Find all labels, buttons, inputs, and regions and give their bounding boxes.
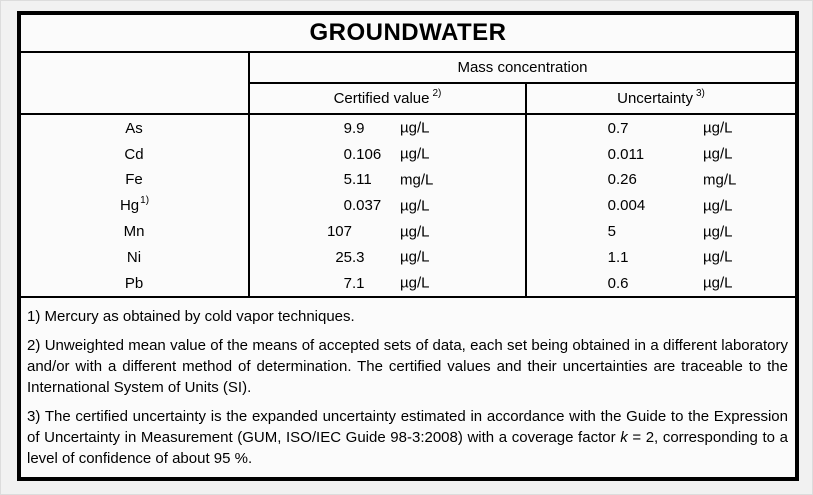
uncertainty-value: 0.26 (607, 171, 637, 189)
uncertainty-unit: mg/L (703, 171, 737, 189)
certified-unit: µg/L (400, 197, 430, 215)
table-title: GROUNDWATER (21, 15, 795, 54)
uncertainty-unit: µg/L (703, 197, 733, 215)
footnote-2-text: Unweighted mean value of the means of ac… (27, 337, 788, 396)
uncertainty-value-cell: 0.7 µg/L (527, 115, 795, 141)
certified-value: 107 (326, 223, 352, 240)
table-header: Mass concentration Certified value 2) Unc… (21, 53, 795, 116)
element-cell: Ni (21, 244, 250, 271)
uncertainty-unit: µg/L (703, 248, 733, 266)
header-mass-concentration: Mass concentration (250, 53, 795, 85)
uncertainty-unit: µg/L (703, 145, 733, 163)
element-cell: Mn (21, 218, 250, 245)
element-symbol: Cd (124, 145, 144, 163)
certified-value-cell: 0.106 µg/L (250, 141, 527, 168)
certified-value: 0.106 (343, 145, 382, 163)
certified-value: 7.1 (343, 274, 365, 292)
element-symbol: Hg (119, 197, 140, 215)
footnote-1-text: Mercury as obtained by cold vapor techni… (44, 308, 355, 325)
element-symbol: Pb (124, 274, 144, 292)
footnote-3-text-before: The certified uncertainty is the expande… (27, 408, 788, 446)
uncertainty-value: 0.004 (607, 197, 646, 215)
uncertainty-value: 0.7 (607, 119, 629, 137)
certified-value-cell: 5.11 mg/L (250, 167, 527, 193)
certified-unit: µg/L (400, 248, 430, 266)
footnote-2-marker: 2) (27, 337, 41, 354)
uncertainty-value-cell: 5 µg/L (527, 219, 795, 245)
footnote-2: 2) Unweighted mean value of the means of… (27, 335, 788, 398)
element-symbol: Fe (125, 171, 143, 189)
uncertainty-value-cell: 0.011 µg/L (527, 141, 795, 167)
footnote-3: 3) The certified uncertainty is the expa… (27, 406, 788, 469)
uncertainty-value: 0.6 (607, 274, 629, 292)
uncertainty-unit: µg/L (703, 274, 733, 292)
certified-value-cell: 9.9 µg/L (250, 115, 527, 142)
element-symbol: Mn (123, 223, 145, 240)
certified-value-cell: 107 µg/L (250, 218, 527, 245)
uncertainty-value-cell: 0.26 mg/L (527, 167, 795, 193)
header-certified-value: Certified value 2) (250, 84, 527, 114)
certified-unit: µg/L (400, 223, 430, 240)
coverage-factor-symbol: k (620, 429, 628, 446)
element-cell: Fe (21, 167, 250, 193)
certified-value: 25.3 (335, 248, 365, 266)
element-cell: Pb (21, 270, 250, 296)
certified-unit: µg/L (400, 274, 430, 292)
certified-value: 9.9 (343, 119, 365, 137)
uncertainty-value: 0.011 (607, 145, 645, 163)
uncertainty-value-cell: 0.6 µg/L (527, 270, 795, 296)
footnotes-section: 1) Mercury as obtained by cold vapor tec… (21, 298, 795, 477)
header-uncertainty-label: Uncertainty (617, 90, 693, 108)
certified-value: 5.11 (343, 171, 372, 189)
table-body: As 9.9 µg/L 0.7 µg/L Cd 0.106 µg/L 0.011 µg/… (21, 115, 795, 298)
element-cell: Hg 1) (21, 192, 250, 219)
footnote-3-marker: 3) (27, 408, 41, 425)
header-empty-cell (21, 53, 250, 114)
uncertainty-value-cell: 0.004 µg/L (527, 193, 795, 219)
uncertainty-unit: µg/L (703, 223, 733, 240)
certified-value-cell: 0.037 µg/L (250, 192, 527, 219)
uncertainty-value: 5 (607, 223, 616, 240)
uncertainty-value: 1.1 (607, 248, 629, 266)
uncertainty-unit: µg/L (703, 119, 733, 137)
certified-unit: mg/L (400, 171, 434, 189)
footnote-3-text-after: = 2, corresponding to a level of confide… (27, 429, 788, 467)
element-cell: Cd (21, 141, 250, 168)
header-certified-label: Certified value (333, 90, 430, 108)
certificate-table: GROUNDWATER Mass concentration Certified… (17, 11, 799, 481)
header-uncertainty: Uncertainty 3) (617, 87, 705, 108)
certified-unit: µg/L (400, 145, 430, 163)
uncertainty-value-cell: 1.1 µg/L (527, 244, 795, 270)
certified-value-cell: 7.1 µg/L (250, 270, 527, 296)
element-symbol: As (125, 119, 143, 137)
certified-value-cell: 25.3 µg/L (250, 244, 527, 271)
footnote-1-marker: 1) (27, 308, 41, 325)
footnote-1: 1) Mercury as obtained by cold vapor tec… (27, 306, 788, 327)
certified-unit: µg/L (400, 119, 430, 137)
element-symbol: Ni (126, 248, 142, 266)
certified-value: 0.037 (343, 197, 382, 215)
element-cell: As (21, 115, 250, 142)
